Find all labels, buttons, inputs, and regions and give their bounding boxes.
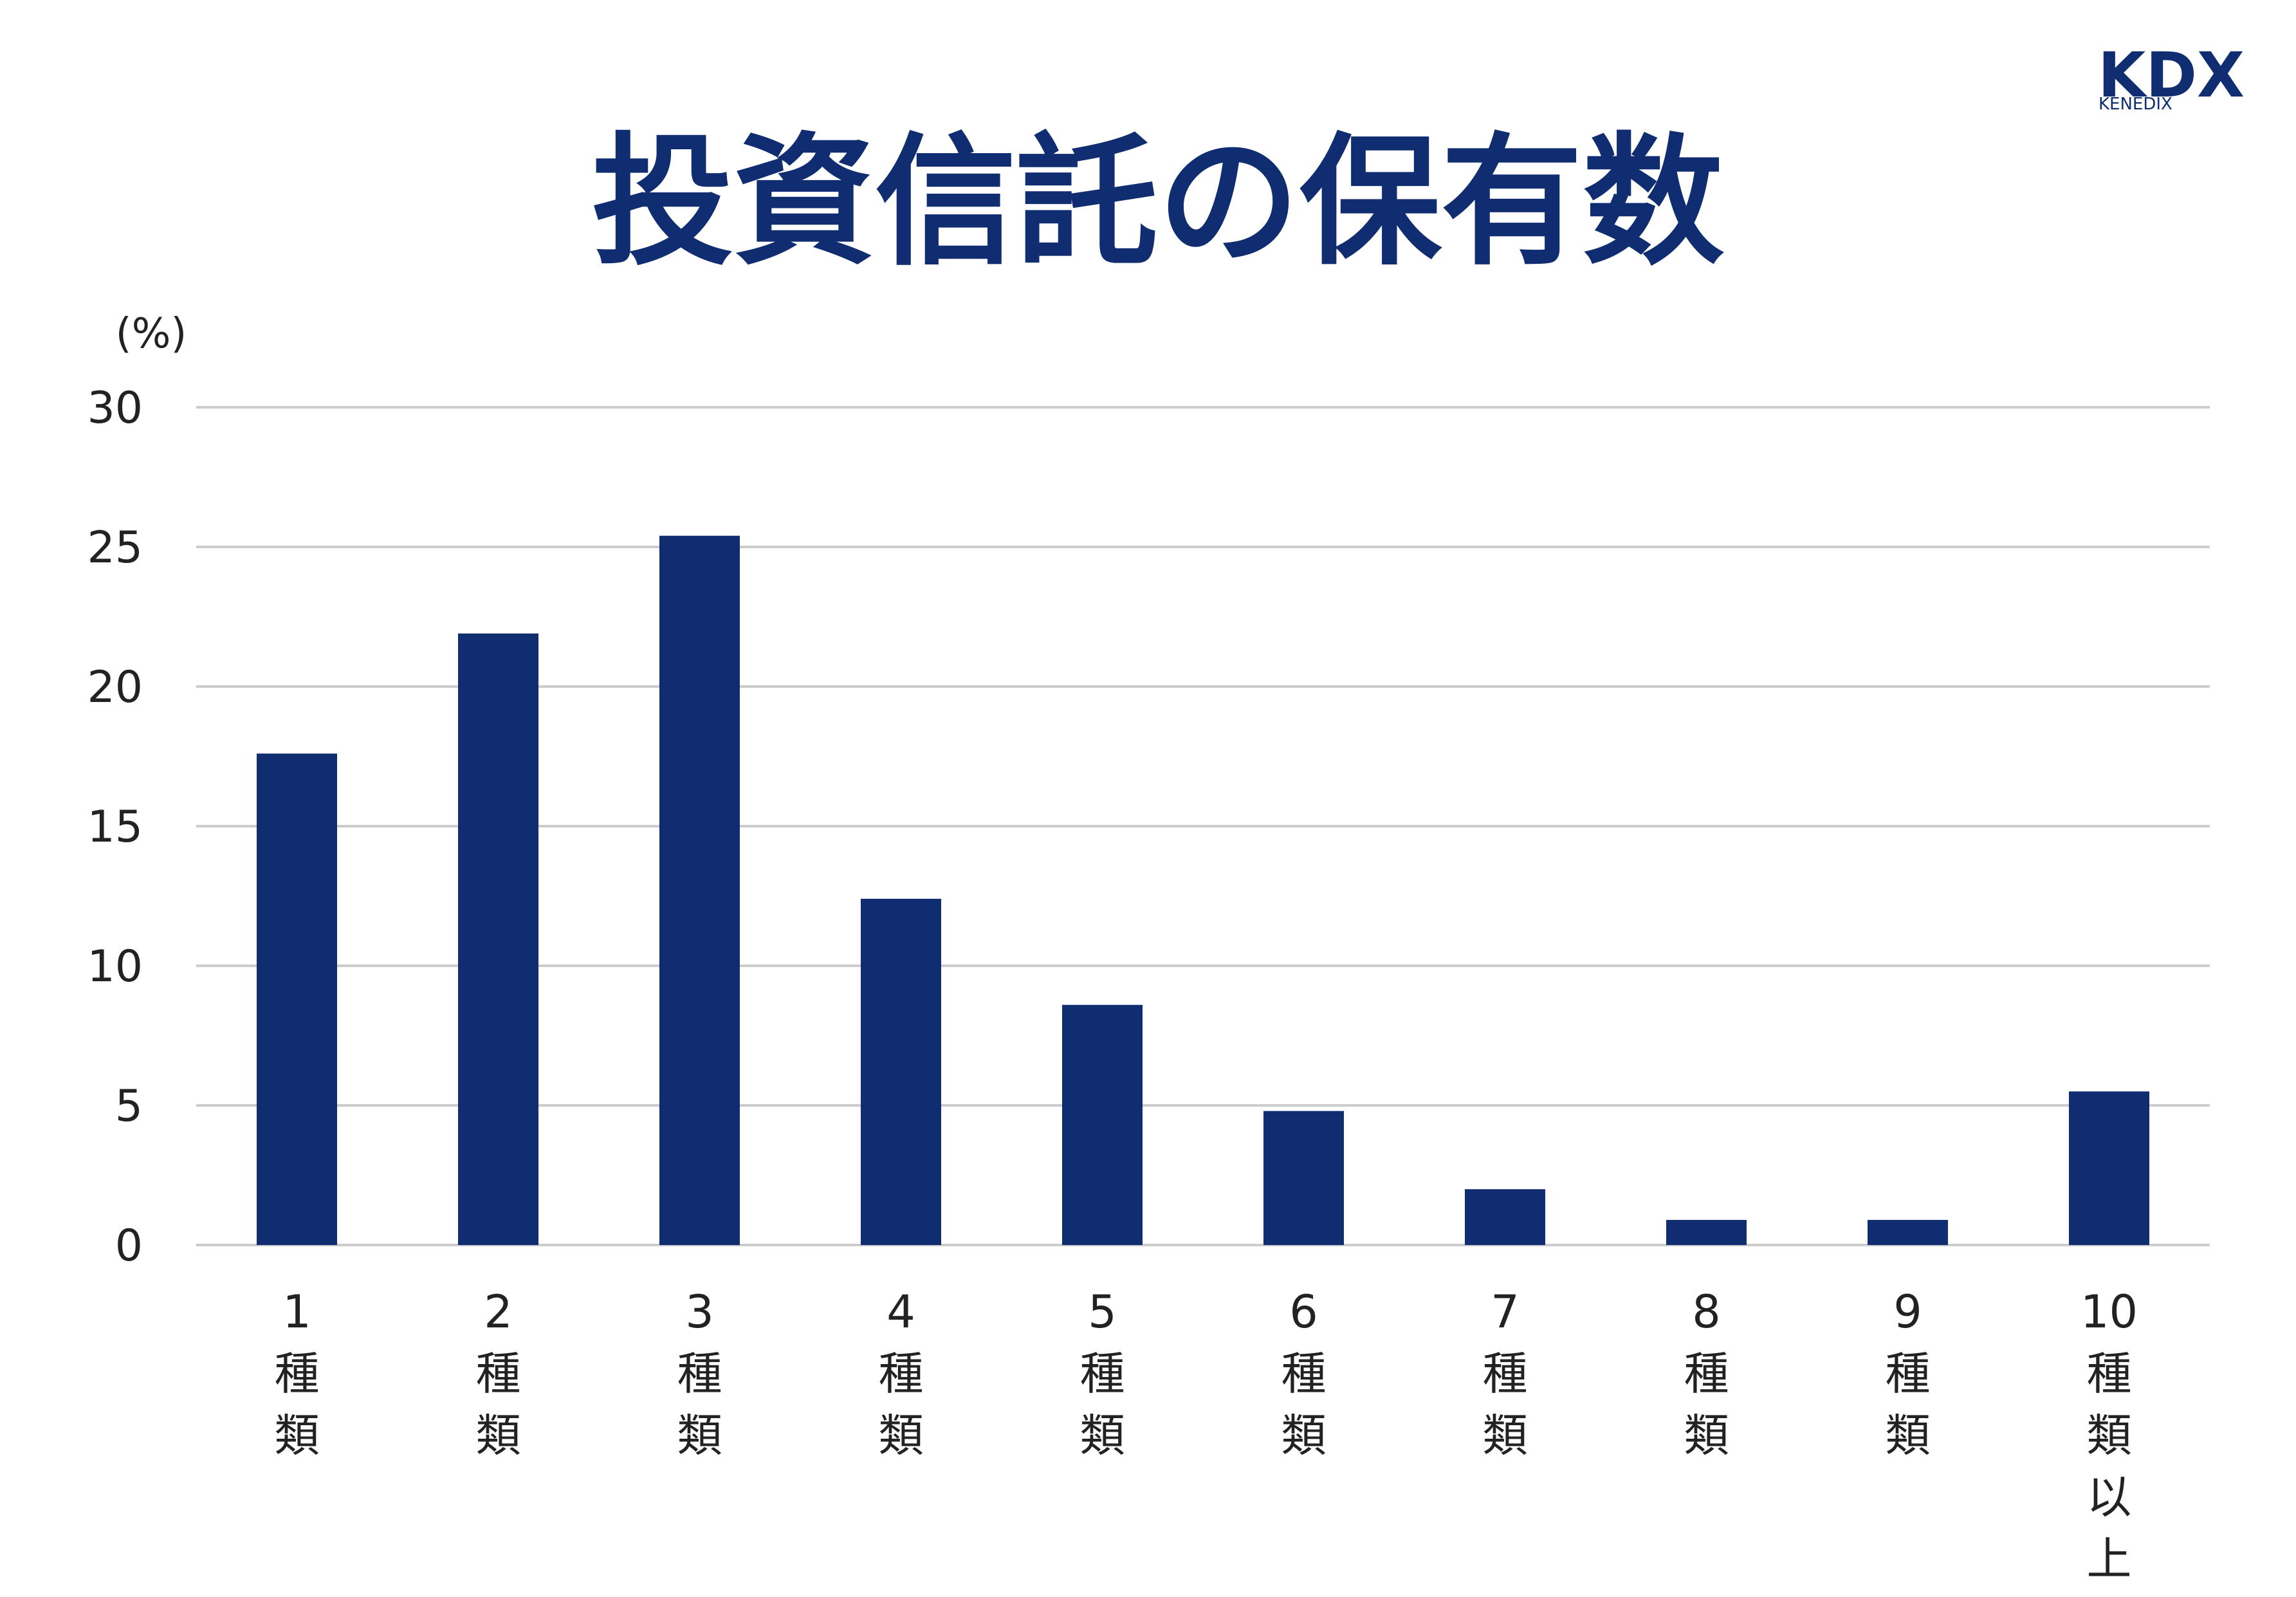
y-tick-label-0: 0 — [115, 1221, 143, 1271]
bar-2 — [458, 633, 538, 1245]
x-label-4-line-1: 4 — [886, 1286, 915, 1338]
x-label-2-line-2: 種 — [476, 1347, 521, 1400]
x-label-3-line-3: 類 — [677, 1409, 722, 1462]
kdx-logo: KDX KENEDIX — [2098, 39, 2245, 114]
bar-9 — [1868, 1219, 1948, 1245]
x-label-3-line-1: 3 — [685, 1286, 714, 1338]
x-label-6-line-1: 6 — [1289, 1286, 1318, 1338]
bar-4 — [861, 898, 941, 1245]
x-label-1-line-2: 種 — [275, 1347, 320, 1400]
x-label-8-line-2: 種 — [1684, 1347, 1729, 1400]
y-tick-label-10: 10 — [87, 941, 143, 992]
x-label-6-line-2: 種 — [1281, 1347, 1327, 1400]
x-label-1-line-3: 類 — [275, 1409, 320, 1462]
x-label-3-line-2: 種 — [677, 1347, 722, 1400]
x-label-4-line-2: 種 — [879, 1347, 924, 1400]
y-axis-ticks: 0 5 10 15 20 25 30 — [87, 383, 143, 1271]
y-tick-label-25: 25 — [87, 522, 143, 573]
x-label-7-line-2: 種 — [1483, 1347, 1528, 1400]
bar-10 — [2069, 1091, 2149, 1245]
x-label-6-line-3: 類 — [1281, 1409, 1327, 1462]
x-label-1-line-1: 1 — [282, 1286, 311, 1338]
x-label-5-line-2: 種 — [1080, 1347, 1125, 1400]
x-label-10-line-5: 上 — [2087, 1533, 2132, 1585]
x-label-10-line-1: 10 — [2080, 1286, 2138, 1338]
x-label-8-line-1: 8 — [1692, 1286, 1721, 1338]
bar-1 — [257, 753, 337, 1245]
y-tick-label-15: 15 — [87, 802, 143, 853]
chart-title: 投資信託の保有数 — [592, 120, 1724, 284]
x-label-7-line-3: 類 — [1483, 1409, 1528, 1462]
x-label-8-line-3: 類 — [1684, 1409, 1729, 1462]
bar-6 — [1263, 1111, 1344, 1245]
bars — [257, 535, 2149, 1245]
bar-3 — [659, 535, 740, 1245]
y-tick-label-5: 5 — [115, 1081, 143, 1132]
x-label-2-line-1: 2 — [484, 1286, 513, 1338]
bar-8 — [1666, 1219, 1747, 1245]
x-label-9-line-1: 9 — [1893, 1286, 1922, 1338]
x-label-9-line-3: 類 — [1886, 1409, 1931, 1462]
x-label-10-line-3: 類 — [2087, 1409, 2132, 1462]
y-axis-unit-label: (%) — [116, 310, 187, 358]
x-label-5-line-1: 5 — [1088, 1286, 1117, 1338]
x-label-9-line-2: 種 — [1886, 1347, 1931, 1400]
bar-5 — [1062, 1004, 1143, 1245]
x-label-10-line-4: 以 — [2087, 1471, 2132, 1524]
x-label-4-line-3: 類 — [879, 1409, 924, 1462]
x-label-5-line-3: 類 — [1080, 1409, 1125, 1462]
x-label-2-line-3: 類 — [476, 1409, 521, 1462]
logo-mark: KDX — [2098, 39, 2245, 111]
x-label-7-line-1: 7 — [1491, 1286, 1520, 1338]
bar-7 — [1465, 1189, 1545, 1245]
y-tick-label-20: 20 — [87, 662, 143, 713]
logo-subtext: KENEDIX — [2099, 95, 2172, 114]
x-label-10-line-2: 種 — [2087, 1347, 2132, 1400]
y-tick-label-30: 30 — [87, 383, 143, 434]
